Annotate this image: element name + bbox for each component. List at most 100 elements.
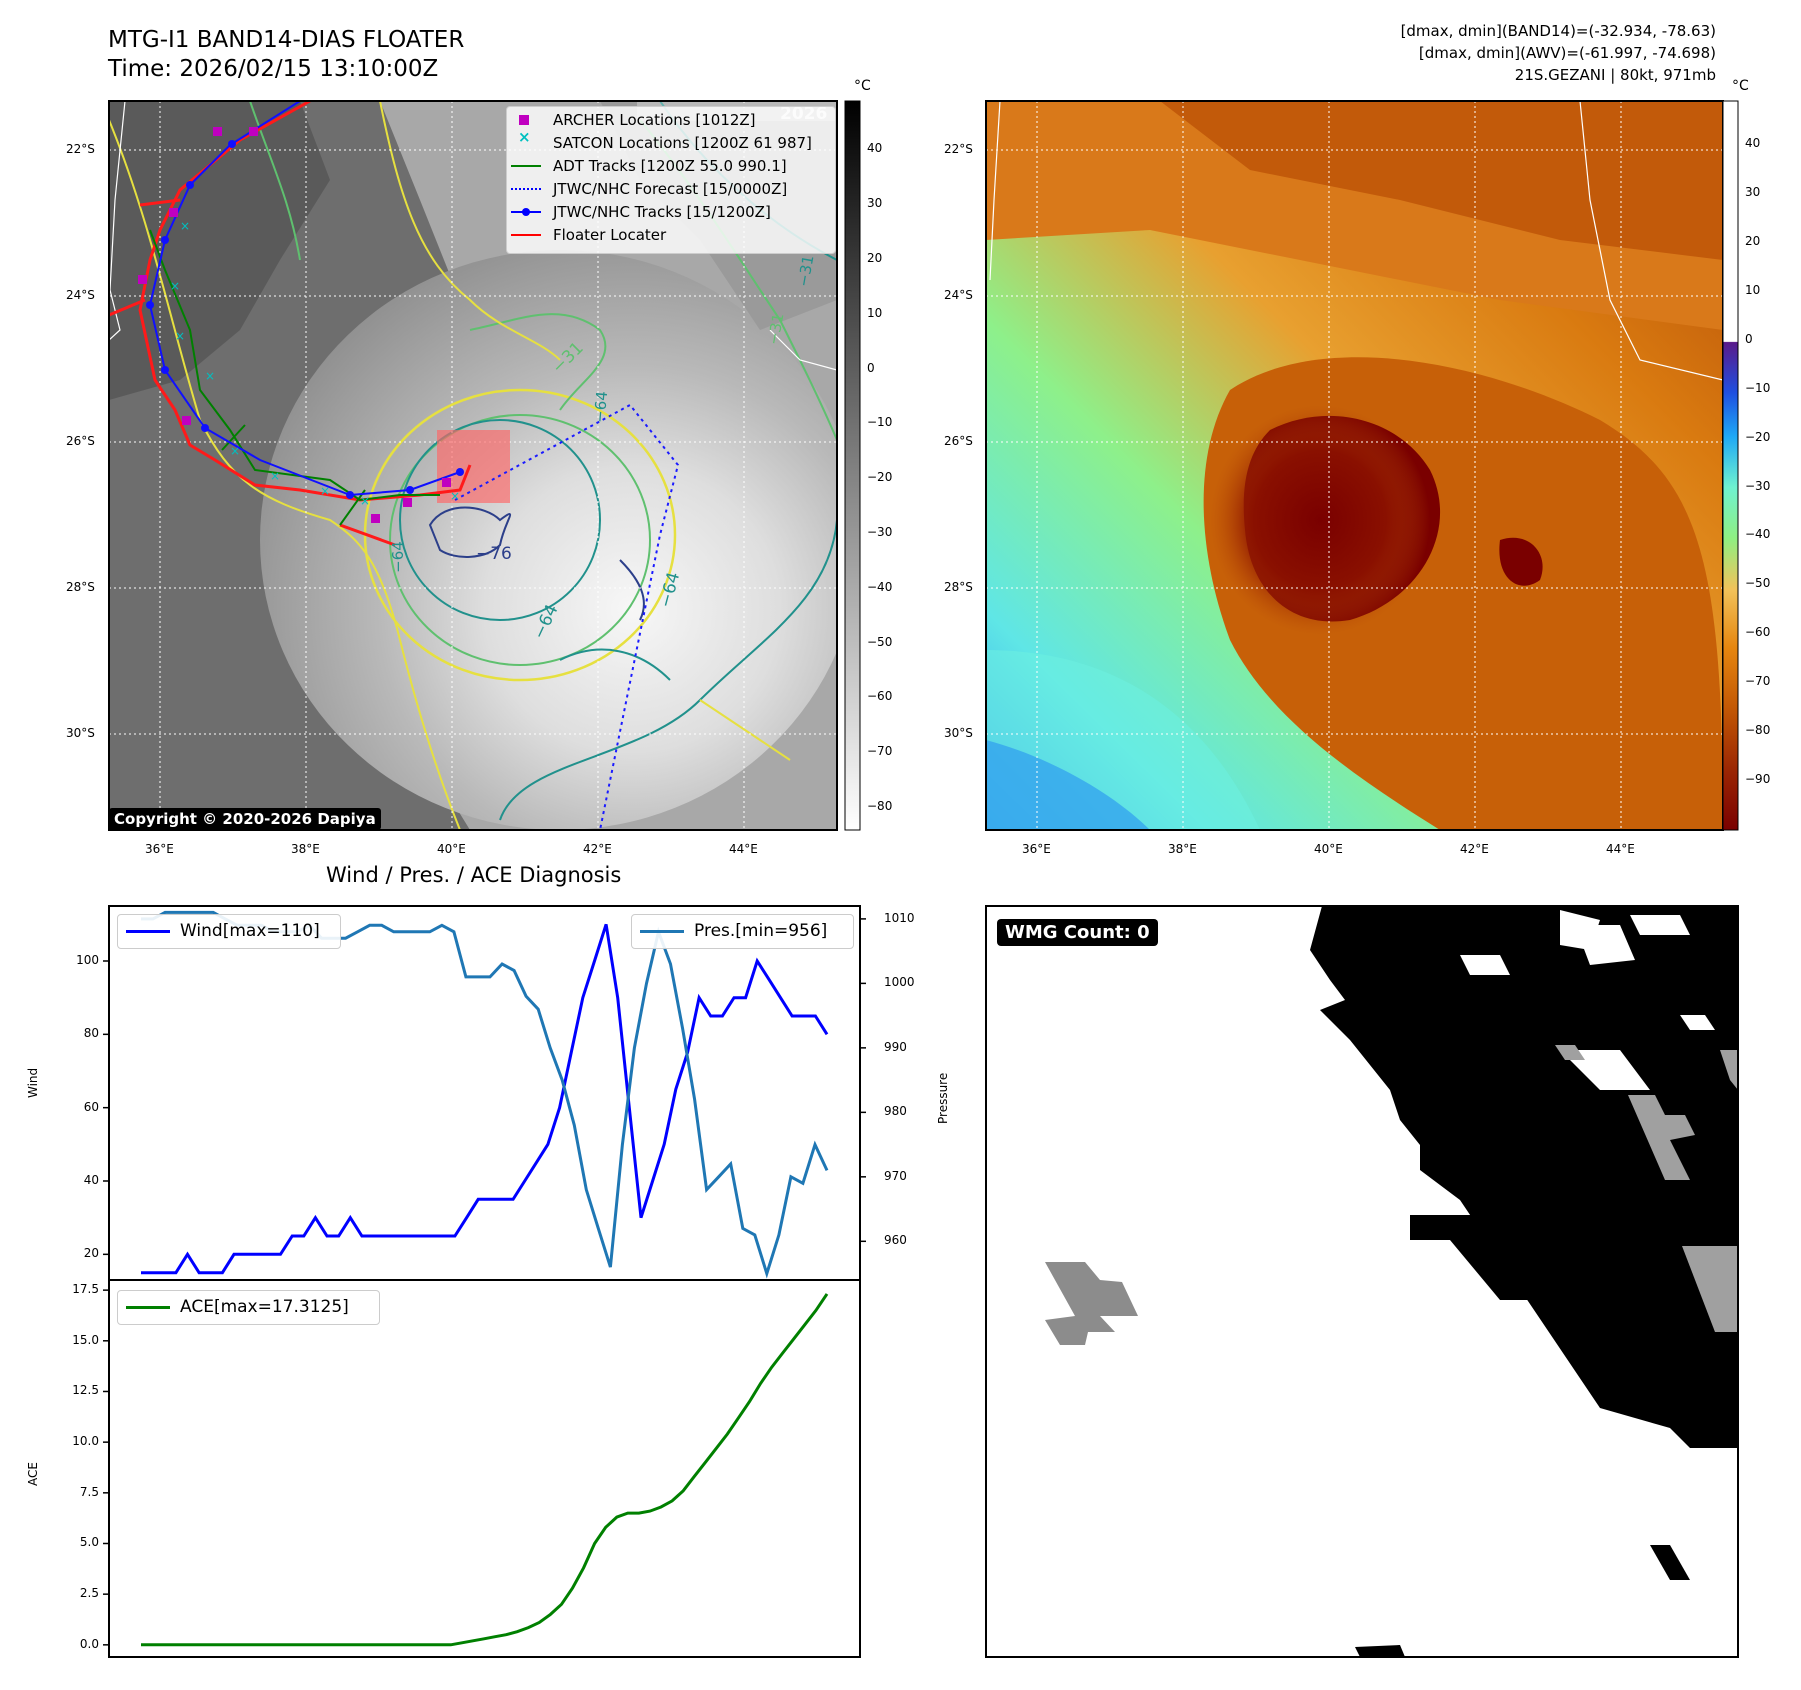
pressure-tick-label: 1010	[884, 910, 915, 925]
lon-label-38e: 38°E	[291, 842, 320, 856]
lat-label-30s-right: 30°S	[944, 726, 973, 740]
lat-label-28s-right: 28°S	[944, 580, 973, 594]
colorbar-tick-label: 30	[867, 196, 883, 211]
wind-legend-label: Wind[max=110]	[180, 921, 320, 941]
colorbar-tick-label: −10	[867, 415, 893, 430]
svg-text:×: ×	[450, 489, 460, 503]
contour-label: −64	[590, 390, 612, 424]
lon-label-40e-right: 40°E	[1314, 842, 1343, 856]
colorbar-tick-label: −20	[867, 470, 893, 485]
colorbar-tick-label: 0	[867, 360, 875, 375]
lat-label-24s: 24°S	[66, 288, 95, 302]
wind-tick-label: 80	[83, 1026, 99, 1041]
colorbar-tick-label: −70	[867, 744, 893, 759]
colorbar-color-unit: °C	[1732, 78, 1749, 94]
legend-adt: ADT Tracks [1200Z 55.0 990.1]	[553, 157, 787, 175]
legend-line-icon	[126, 930, 170, 933]
storm-info: 21S.GEZANI | 80kt, 971mb	[1514, 66, 1716, 84]
legend-line-icon	[640, 930, 684, 933]
lon-label-42e-right: 42°E	[1460, 842, 1489, 856]
pressure-tick-label: 980	[884, 1104, 907, 1119]
wind-tick-label: 20	[83, 1246, 99, 1261]
legend-archer: ARCHER Locations [1012Z]	[553, 111, 756, 129]
svg-text:×: ×	[170, 279, 180, 293]
svg-text:×: ×	[180, 219, 190, 233]
lat-label-24s-right: 24°S	[944, 288, 973, 302]
lat-label-30s: 30°S	[66, 726, 95, 740]
figure-time: Time: 2026/02/15 13:10:00Z	[108, 56, 439, 82]
lon-label-36e-right: 36°E	[1022, 842, 1051, 856]
legend-dot-icon	[522, 208, 530, 216]
svg-text:×: ×	[205, 369, 215, 383]
ace-tick-label: 12.5	[72, 1383, 99, 1398]
legend-square-icon	[519, 115, 529, 125]
contour-label: −76	[476, 544, 512, 564]
ace-axis-label: ACE	[26, 1462, 40, 1486]
legend-jtwc-tracks: JTWC/NHC Tracks [15/1200Z]	[553, 203, 771, 221]
wind-series-line	[141, 923, 829, 1275]
pres-axis-label: Pressure	[936, 1072, 950, 1124]
colorbar-tick-label: −50	[1745, 576, 1771, 591]
legend-x-icon: ×	[518, 128, 531, 146]
legend-floater: Floater Locater	[553, 226, 667, 244]
colorbar-tick-label: 30	[1745, 184, 1761, 199]
wind-pres-panel	[108, 905, 861, 1281]
svg-text:×: ×	[175, 329, 185, 343]
legend-jtwc-forecast: JTWC/NHC Forecast [15/0000Z]	[553, 180, 788, 198]
wind-axis-label: Wind	[26, 1067, 40, 1098]
ace-panel	[108, 1279, 861, 1658]
wind-tick-label: 60	[83, 1099, 99, 1114]
lon-label-44e: 44°E	[729, 842, 758, 856]
colorbar-tick-label: 40	[1745, 136, 1761, 151]
colorbar-tick-label: −80	[867, 799, 893, 814]
diagnosis-title: Wind / Pres. / ACE Diagnosis	[326, 863, 622, 887]
colorbar-gray	[844, 100, 861, 831]
colorbar-tick-label: 0	[1745, 331, 1753, 346]
colorbar-gray-unit: °C	[854, 78, 871, 94]
ace-tick-label: 5.0	[79, 1535, 99, 1550]
wmg-count-badge: WMG Count: 0	[997, 919, 1158, 946]
colorbar-tick-label: −20	[1745, 429, 1771, 444]
ace-tick-label: 10.0	[72, 1434, 99, 1449]
copyright-badge: Copyright © 2020-2026 Dapiya	[109, 808, 381, 830]
svg-text:×: ×	[230, 444, 240, 458]
colorbar-tick-label: −80	[1745, 723, 1771, 738]
ace-series-line	[141, 1293, 829, 1647]
colorbar-tick-label: 10	[1745, 282, 1761, 297]
colorbar-tick-label: 20	[1745, 233, 1761, 248]
wmg-panel	[986, 906, 1738, 1657]
lat-label-26s-right: 26°S	[944, 434, 973, 448]
wind-tick-label: 100	[76, 953, 99, 967]
pressure-tick-label: 990	[884, 1039, 907, 1054]
colorbar-tick-label: −50	[867, 634, 893, 649]
lat-label-22s: 22°S	[66, 142, 95, 156]
ace-tick-label: 7.5	[79, 1484, 99, 1499]
svg-text:×: ×	[320, 484, 330, 498]
ace-tick-label: 0.0	[79, 1636, 99, 1651]
pressure-tick-label: 1000	[884, 975, 915, 990]
colorbar-tick-label: −30	[867, 525, 893, 539]
contour-label: −64	[388, 541, 407, 573]
colorbar-tick-label: −10	[1745, 380, 1771, 395]
pressure-tick-label: 970	[884, 1168, 907, 1183]
legend-line-icon	[126, 1306, 170, 1309]
wind-legend: Wind[max=110]	[117, 914, 341, 949]
awv-map-right	[986, 101, 1723, 830]
svg-text:×: ×	[270, 469, 280, 483]
stats-band14: [dmax, dmin](BAND14)=(-32.934, -78.63)	[1400, 22, 1716, 40]
colorbar-tick-label: 40	[867, 141, 883, 156]
lon-label-38e-right: 38°E	[1168, 842, 1197, 856]
ace-tick-label: 15.0	[72, 1332, 99, 1347]
colorbar-tick-label: 20	[867, 250, 883, 265]
pressure-tick-label: 960	[884, 1233, 907, 1248]
colorbar-tick-label: −90	[1745, 772, 1771, 787]
stats-awv: [dmax, dmin](AWV)=(-61.997, -74.698)	[1418, 44, 1716, 62]
figure-title: MTG-I1 BAND14-DIAS FLOATER	[108, 27, 465, 53]
wind-tick-label: 40	[83, 1173, 99, 1187]
ace-tick-label: 17.5	[72, 1282, 99, 1297]
legend-line-icon	[511, 165, 541, 167]
legend-line-icon	[511, 234, 541, 236]
ace-legend: ACE[max=17.3125]	[117, 1290, 380, 1325]
